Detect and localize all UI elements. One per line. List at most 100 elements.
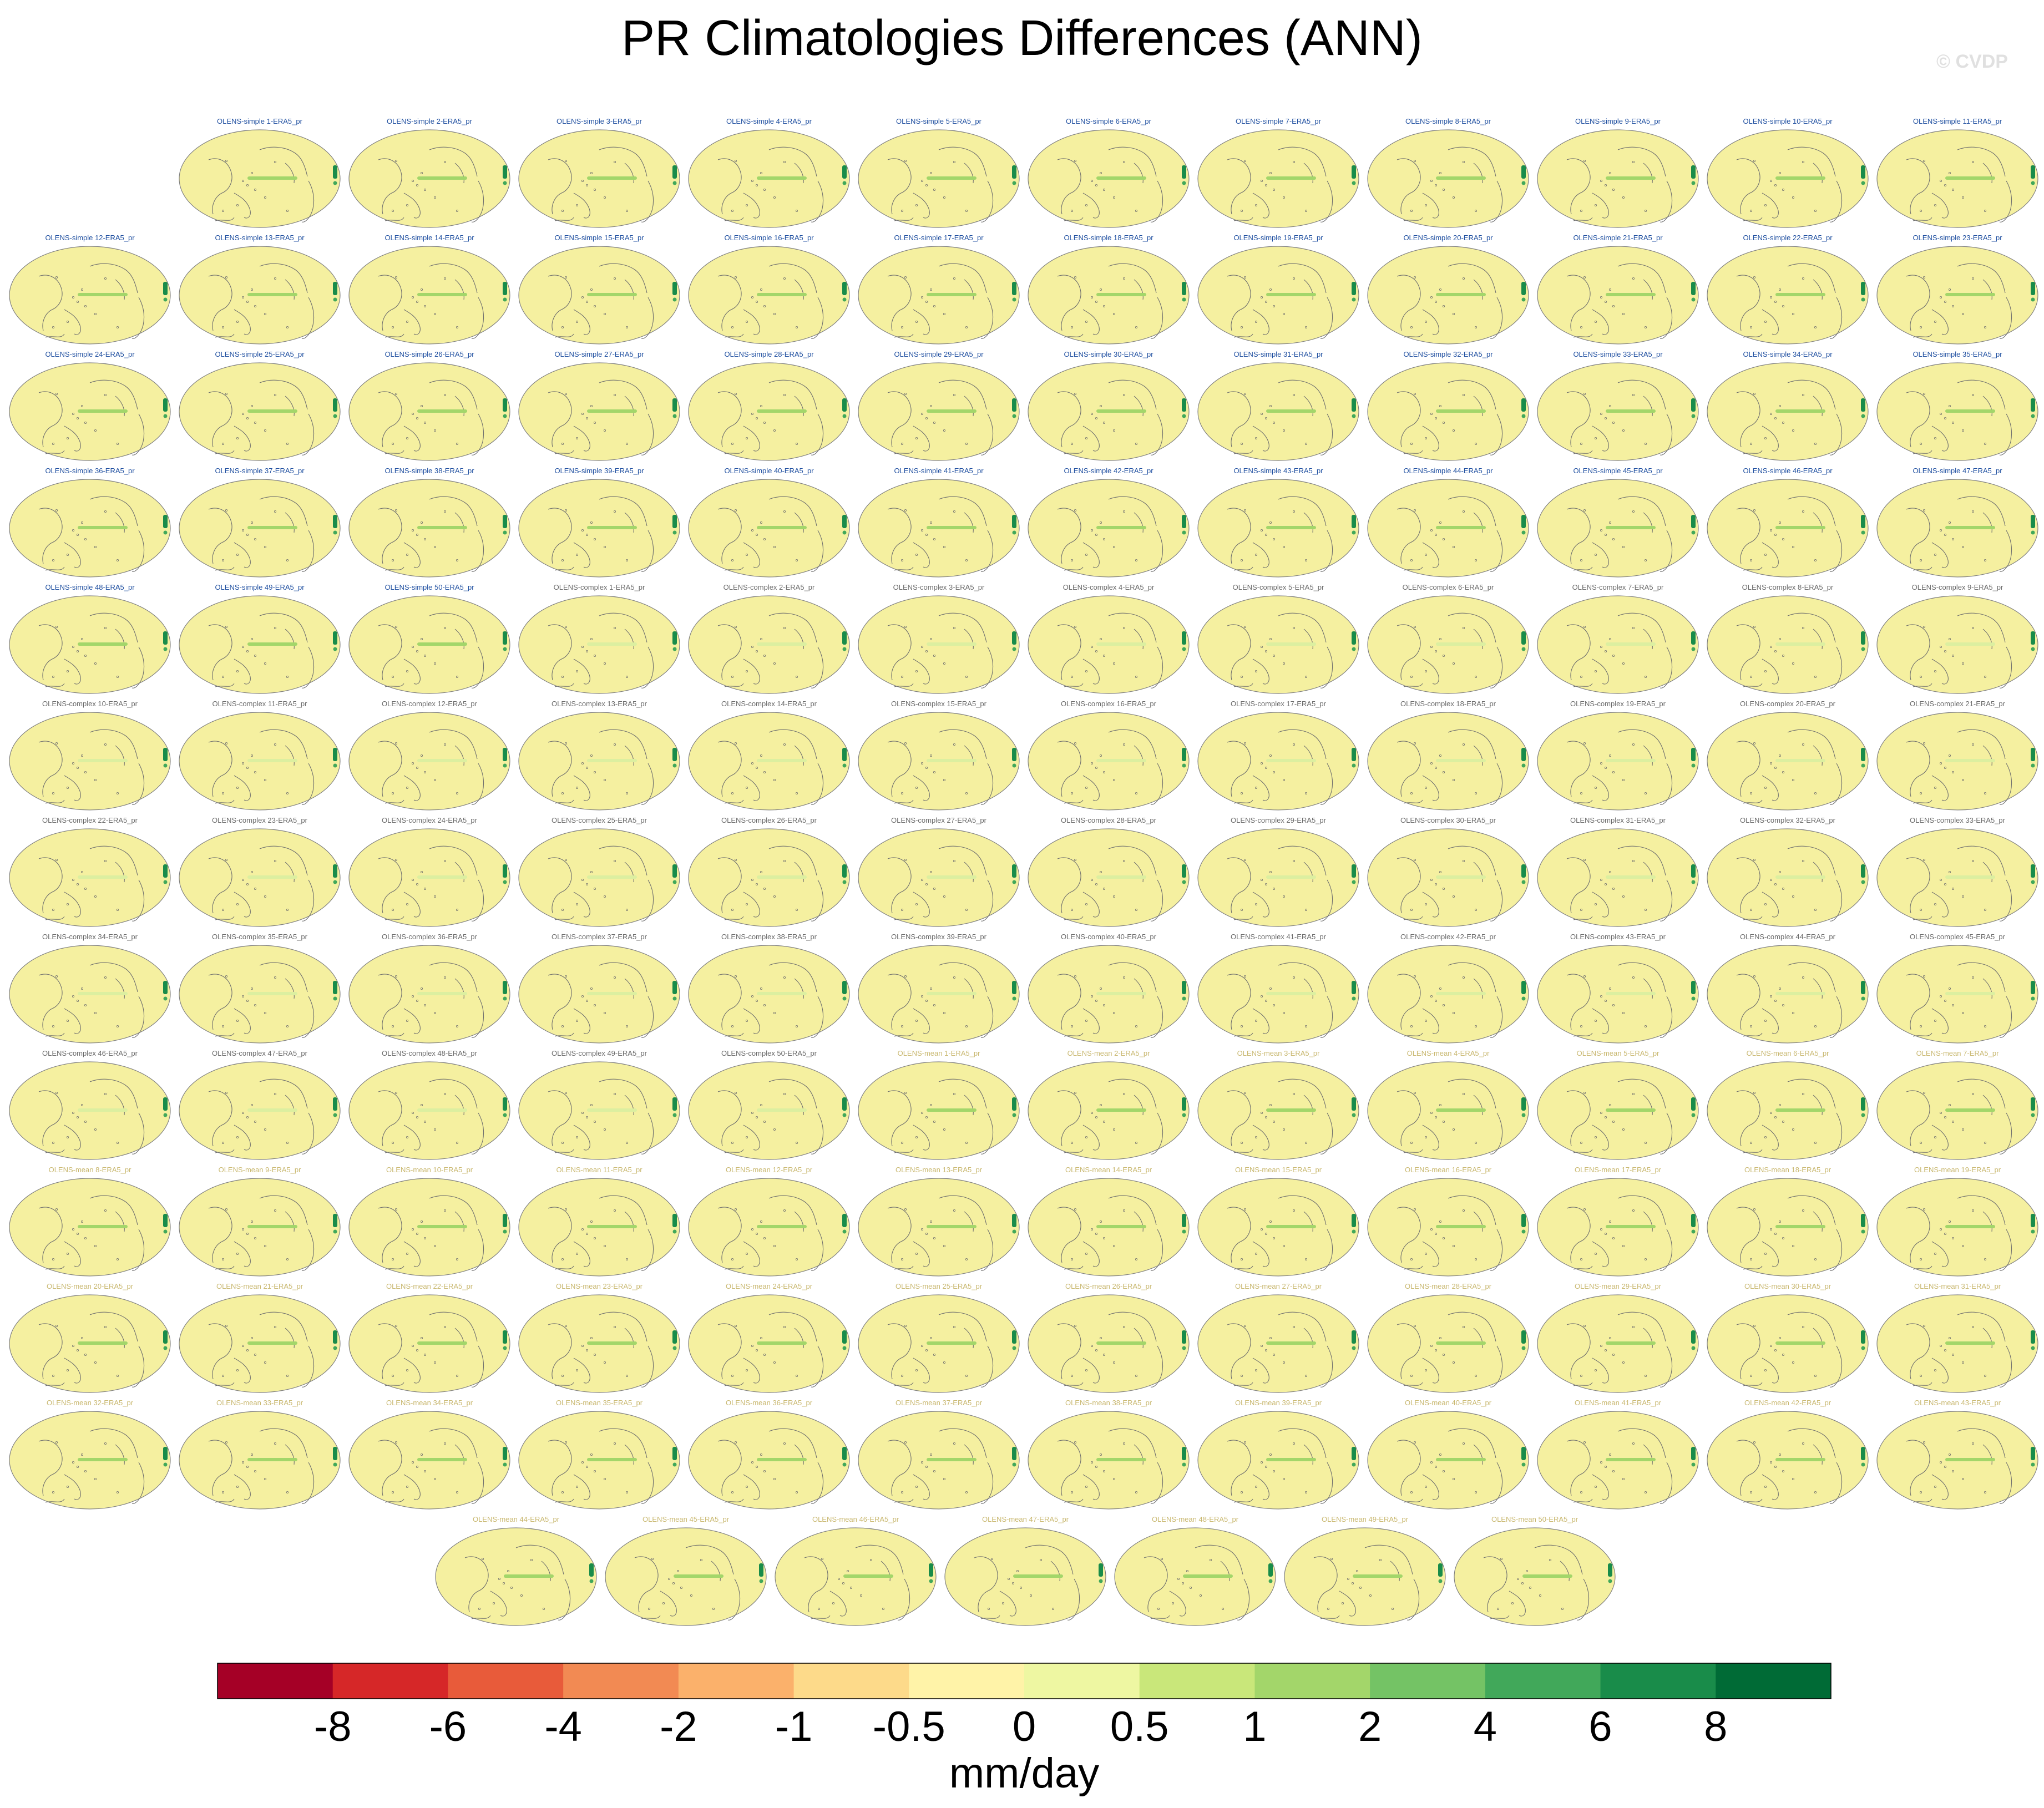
coastline — [1999, 646, 2012, 688]
coastline — [794, 163, 804, 184]
panel-title: OLENS-simple 15-ERA5_pr — [554, 234, 644, 242]
panel-map — [1197, 362, 1359, 461]
panel-title: OLENS-simple 38-ERA5_pr — [384, 467, 474, 475]
wet-patch — [163, 864, 168, 878]
coastline — [131, 1462, 145, 1504]
island — [1923, 626, 1926, 629]
coastline — [285, 978, 295, 999]
island — [420, 754, 423, 757]
island — [763, 1121, 766, 1123]
coastline — [1813, 396, 1823, 417]
wet-patch — [333, 631, 337, 645]
coastline — [768, 729, 817, 759]
itcz-band — [1775, 176, 1825, 180]
wet-patch — [503, 1346, 507, 1350]
island — [1272, 1004, 1275, 1007]
map-panel: OLENS-complex 29-ERA5_pr — [1195, 816, 1362, 932]
island — [1272, 189, 1275, 191]
coastline — [384, 1032, 404, 1037]
coastline — [1617, 1428, 1666, 1458]
island — [246, 1233, 249, 1235]
coastline — [938, 379, 987, 410]
coastline — [45, 1032, 65, 1037]
coastline — [887, 1440, 912, 1496]
island — [420, 1454, 423, 1456]
coastline — [131, 763, 145, 805]
island — [1112, 779, 1115, 782]
coastline — [1643, 163, 1653, 184]
coastline — [1743, 916, 1763, 920]
coastline — [384, 566, 404, 571]
island — [1792, 1478, 1794, 1481]
coastline — [1913, 1498, 1932, 1503]
island — [1802, 743, 1804, 746]
panel-map — [688, 129, 850, 228]
map-panel: OLENS-mean 3-ERA5_pr — [1195, 1049, 1362, 1165]
island — [603, 1012, 606, 1015]
island — [1474, 1141, 1477, 1144]
island — [773, 196, 776, 199]
island — [1608, 405, 1611, 408]
coastline — [115, 512, 125, 533]
coastline — [131, 1112, 145, 1154]
itcz-band — [247, 176, 297, 180]
coastline — [1150, 1462, 1163, 1504]
coastline — [215, 1149, 235, 1153]
coastline — [938, 845, 987, 876]
island — [751, 1345, 754, 1348]
panel-title: OLENS-simple 7-ERA5_pr — [1236, 117, 1321, 125]
island — [561, 442, 564, 445]
island — [1122, 394, 1125, 397]
island — [1074, 393, 1077, 396]
island — [116, 1491, 119, 1493]
island — [581, 413, 584, 416]
island — [1099, 521, 1102, 524]
panel-title: OLENS-mean 44-ERA5_pr — [472, 1515, 560, 1523]
island — [1135, 1025, 1137, 1027]
island — [1177, 1578, 1180, 1581]
coastline — [301, 297, 315, 339]
island — [1269, 1337, 1272, 1340]
panel-title: OLENS-simple 18-ERA5_pr — [1064, 234, 1153, 242]
coastline — [1490, 1112, 1503, 1154]
itcz-band — [1353, 1574, 1403, 1578]
coastline — [115, 279, 125, 300]
panel-title: OLENS-simple 16-ERA5_pr — [724, 234, 814, 242]
coastline — [811, 1345, 824, 1387]
island — [773, 895, 776, 898]
island — [760, 1337, 762, 1340]
coastline — [1490, 530, 1503, 572]
island — [1099, 1337, 1102, 1340]
coastline — [234, 892, 251, 918]
island — [672, 1582, 675, 1585]
island — [1984, 908, 1986, 911]
island — [625, 326, 628, 328]
island — [254, 1354, 256, 1356]
island — [1583, 975, 1586, 978]
coastline — [64, 1008, 81, 1034]
coastline — [1743, 683, 1763, 687]
island — [565, 160, 568, 163]
island — [1940, 646, 1942, 649]
island — [731, 792, 734, 794]
island — [1102, 655, 1105, 657]
island — [1122, 1326, 1125, 1329]
island — [1272, 655, 1275, 657]
island — [286, 559, 289, 561]
island — [1622, 196, 1625, 199]
island — [395, 1441, 398, 1444]
coastline — [894, 916, 914, 920]
island — [1102, 1237, 1105, 1240]
coastline — [1999, 879, 2012, 921]
map-panel: OLENS-complex 40-ERA5_pr — [1025, 932, 1192, 1049]
panel-title: OLENS-simple 26-ERA5_pr — [384, 350, 474, 358]
wet-patch — [2031, 647, 2035, 651]
coastline — [887, 1323, 912, 1380]
coastline — [115, 1095, 125, 1116]
panel-map — [1707, 362, 1869, 461]
island — [760, 871, 762, 874]
itcz-band — [78, 642, 128, 646]
island — [1282, 1245, 1285, 1248]
island — [735, 276, 737, 279]
wet-patch — [163, 1214, 168, 1227]
